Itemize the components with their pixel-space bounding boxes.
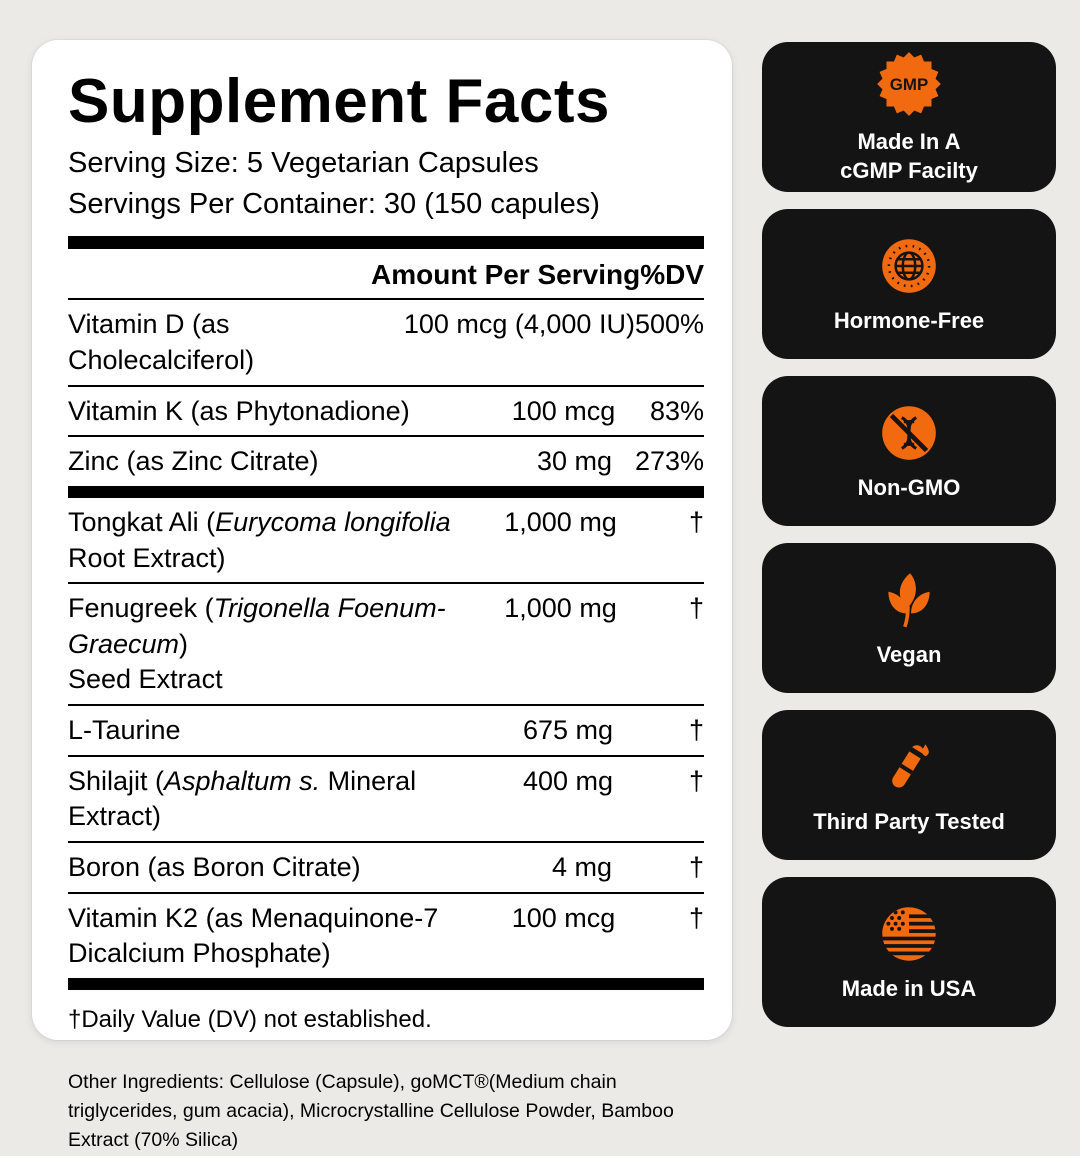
badge-non-gmo: Non-GMO	[762, 376, 1056, 526]
row-amount: 675 mg	[522, 715, 614, 746]
row-name: Tongkat Ali (Eurycoma longifolia Root Ext…	[68, 506, 451, 573]
page-background: { "colors": { "accent": "#F26A10", "badg…	[32, 40, 1056, 1152]
hormone-free-icon	[882, 238, 936, 293]
row-amount: 100 mcg (4,000 IU)	[403, 309, 635, 340]
table-row: Tongkat Ali (Eurycoma longifolia Root Ext…	[68, 498, 704, 585]
row-dv: †	[688, 765, 704, 796]
test-tube-icon	[892, 744, 929, 788]
vegan-leaf-icon	[888, 572, 930, 628]
other-ingredients: Other Ingredients: Cellulose (Capsule), …	[68, 1070, 674, 1152]
row-amount: 100 mcg	[511, 902, 616, 933]
row-amount: 30 mg	[536, 446, 612, 477]
badge-column: GMP Made In A cGMP Facilty Hormone-Free	[762, 42, 1056, 1027]
row-dv: 273%	[634, 446, 704, 477]
badge-cgmp: GMP Made In A cGMP Facilty	[762, 42, 1056, 192]
row-amount: 4 mg	[551, 851, 612, 882]
row-name: Vitamin K2 (as Menaquinone-7 Dicalcium Ph…	[68, 902, 439, 969]
badge-label: Hormone-Free	[833, 307, 985, 333]
badge-hormone-free: Hormone-Free	[762, 209, 1056, 359]
row-dv: †	[688, 593, 704, 624]
row-dv: †	[688, 715, 704, 746]
row-name: Vitamin D (as Cholecalciferol)	[68, 309, 255, 376]
divider-bar-top	[68, 236, 704, 250]
divider-bar-middle	[68, 485, 704, 498]
serving-size: Serving Size: 5 Vegetarian Capsules	[68, 147, 539, 180]
row-name: L-Taurine	[68, 715, 181, 746]
row-dv: †	[688, 902, 704, 933]
badge-third-party-tested: Third Party Tested	[762, 710, 1056, 860]
badge-label: Made In A cGMP Facilty	[840, 129, 978, 183]
table-header: Amount Per Serving %DV	[68, 249, 704, 301]
non-gmo-icon	[882, 405, 936, 460]
usa-flag-icon	[882, 906, 936, 961]
row-dv: †	[688, 851, 704, 882]
table-row: Vitamin K2 (as Menaquinone-7 Dicalcium Ph…	[68, 894, 704, 978]
badge-made-in-usa: Made in USA	[762, 877, 1056, 1027]
badge-label: Non-GMO	[857, 474, 961, 500]
row-dv: 500%	[634, 309, 704, 340]
row-dv: 83%	[649, 395, 704, 426]
row-name: Vitamin K (as Phytonadione)	[68, 395, 410, 426]
table-row: Fenugreek (Trigonella Foenum-Graecum) See…	[68, 584, 704, 707]
badge-label: Third Party Tested	[813, 808, 1005, 834]
badge-label: Vegan	[876, 641, 942, 667]
table-row: Boron (as Boron Citrate) 4 mg †	[68, 843, 704, 894]
row-amount: 100 mcg	[511, 395, 616, 426]
daily-value-footnote: †Daily Value (DV) not established.	[68, 1005, 432, 1033]
supplement-facts-card: Supplement Facts Serving Size: 5 Vegetar…	[32, 40, 732, 1151]
divider-bar-bottom	[68, 977, 704, 990]
row-amount: 1,000 mg	[504, 506, 617, 537]
dv-header: %DV	[640, 259, 704, 291]
table-row: L-Taurine 675 mg †	[68, 706, 704, 757]
row-name: Boron (as Boron Citrate)	[68, 851, 361, 882]
row-name: Zinc (as Zinc Citrate)	[68, 446, 319, 477]
table-row: Vitamin D (as Cholecalciferol) 100 mcg (…	[68, 300, 704, 387]
row-dv: †	[688, 506, 704, 537]
table-row: Zinc (as Zinc Citrate) 30 mg 273%	[68, 437, 704, 486]
amount-per-serving-header: Amount Per Serving	[371, 259, 641, 291]
servings-per-container: Servings Per Container: 30 (150 capules)	[68, 187, 600, 220]
row-name: Fenugreek (Trigonella Foenum-Graecum) See…	[68, 593, 446, 695]
badge-label: Made in USA	[841, 975, 977, 1001]
table-row: Shilajit (Asphaltum s. Mineral Extract) …	[68, 757, 704, 843]
svg-text:GMP: GMP	[890, 76, 928, 95]
badge-vegan: Vegan	[762, 543, 1056, 693]
supplement-facts-title: Supplement Facts	[68, 67, 610, 136]
row-amount: 400 mg	[522, 765, 614, 796]
row-name: Shilajit (Asphaltum s. Mineral Extract)	[68, 765, 417, 832]
row-amount: 1,000 mg	[504, 593, 617, 624]
gmp-seal-icon: GMP	[877, 52, 941, 117]
table-row: Vitamin K (as Phytonadione) 100 mcg 83%	[68, 387, 704, 438]
